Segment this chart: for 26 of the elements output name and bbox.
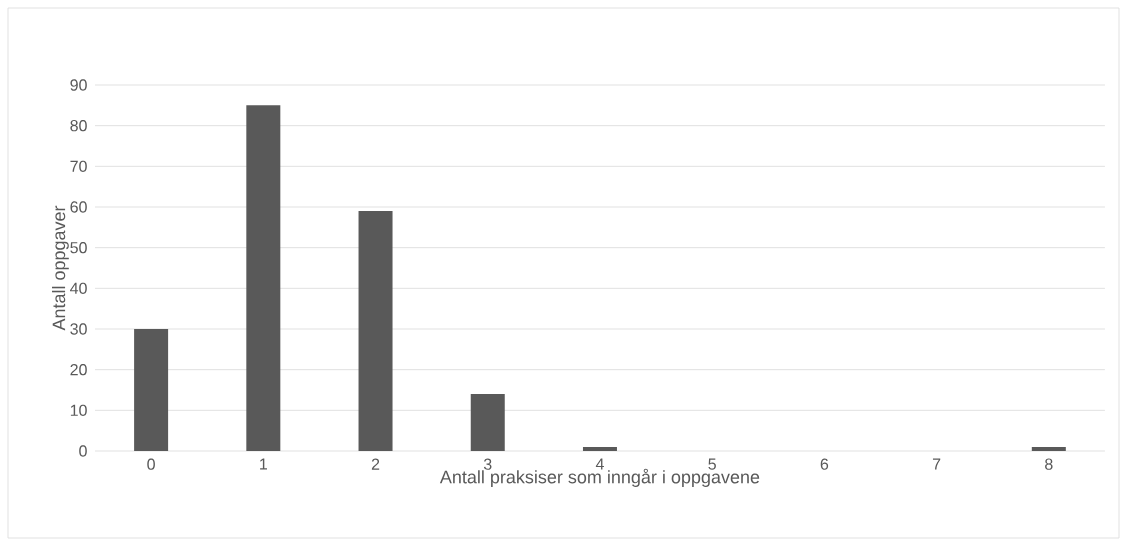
x-tick-label: 7	[932, 458, 941, 470]
x-tick-label: 2	[371, 458, 380, 470]
y-tick-label: 10	[70, 404, 87, 416]
bar	[1031, 446, 1066, 451]
bar	[470, 394, 505, 451]
x-tick-label: 5	[708, 458, 716, 470]
y-tick-label: 80	[70, 120, 87, 132]
x-tick-label: 4	[595, 458, 604, 470]
y-tick-label: 90	[70, 79, 87, 91]
x-tick-label: 1	[260, 458, 267, 470]
x-tick-label: 3	[483, 458, 492, 470]
x-tick-label: 8	[1045, 458, 1053, 470]
y-tick-label: 50	[70, 242, 87, 254]
bar	[246, 105, 281, 451]
x-tick-label: 0	[147, 458, 155, 470]
bar	[134, 329, 169, 451]
y-axis-title: Antall oppgaver	[52, 205, 69, 331]
y-tick-label: 30	[70, 323, 87, 335]
bar	[358, 211, 393, 451]
y-tick-label: 70	[70, 160, 87, 172]
y-tick-label: 20	[70, 364, 87, 376]
bar	[582, 446, 617, 451]
x-tick-label: 6	[820, 458, 829, 470]
y-tick-label: 0	[79, 445, 87, 457]
y-tick-label: 40	[70, 282, 87, 294]
y-tick-label: 60	[70, 201, 87, 213]
